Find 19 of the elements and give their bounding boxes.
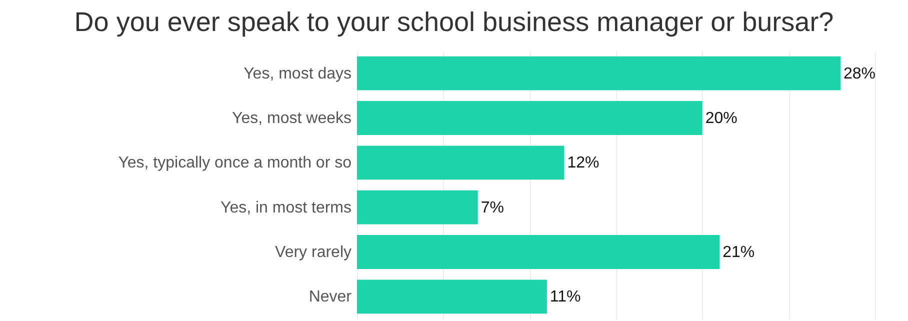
- y-tick-label: Never: [308, 288, 352, 306]
- y-tick-label: Very rarely: [275, 244, 352, 261]
- bar: [357, 101, 702, 135]
- y-tick-label: Yes, typically once a month or so: [118, 154, 352, 172]
- data-label: 7%: [480, 199, 504, 216]
- chart-title: Do you ever speak to your school business manager or bursar?: [74, 7, 834, 37]
- data-label: 12%: [567, 154, 600, 172]
- y-tick-label: Yes, in most terms: [220, 199, 352, 216]
- data-label: 21%: [722, 244, 755, 261]
- data-label: 11%: [550, 288, 581, 306]
- bar: [357, 56, 840, 90]
- bar: [357, 235, 720, 269]
- data-label: 28%: [843, 65, 876, 82]
- y-tick-label: Yes, most weeks: [232, 110, 352, 127]
- bar: [357, 280, 547, 314]
- bar: [357, 146, 564, 180]
- data-label: 20%: [705, 110, 738, 127]
- bar: [357, 190, 478, 224]
- y-tick-label: Yes, most days: [244, 65, 352, 82]
